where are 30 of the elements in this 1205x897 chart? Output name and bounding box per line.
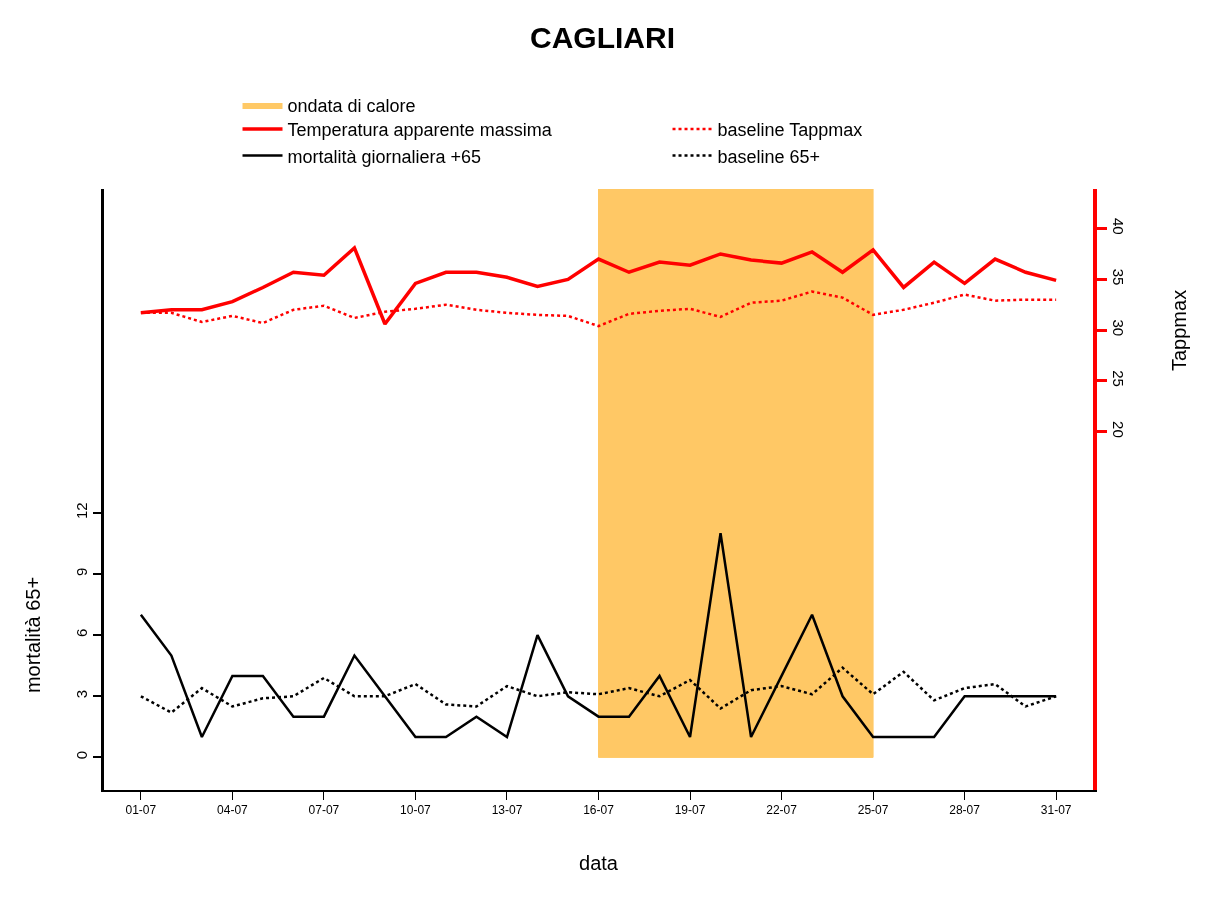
- x-tick-label: 25-07: [857, 803, 889, 818]
- y-axis-title: mortalità 65+: [21, 576, 44, 694]
- legend-label: baseline Tappmax: [717, 120, 863, 141]
- y-tick-label: 6: [73, 628, 91, 638]
- y-tick-label: 3: [73, 689, 91, 699]
- y2-tick-label: 20: [1109, 421, 1127, 438]
- legend-label: mortalità giornaliera +65: [287, 146, 482, 167]
- legend-label: baseline 65+: [717, 146, 821, 167]
- x-tick-label: 16-07: [583, 803, 615, 818]
- x-tick-label: 31-07: [1040, 803, 1072, 818]
- x-axis-title: data: [579, 852, 619, 875]
- x-tick-label: 04-07: [217, 803, 249, 818]
- y2-tick-label: 25: [1109, 370, 1127, 387]
- x-tick-label: 22-07: [766, 803, 798, 818]
- y-tick-label: 9: [73, 567, 91, 576]
- y2-tick-label: 30: [1109, 319, 1127, 337]
- x-tick-label: 13-07: [491, 803, 523, 818]
- y-tick-label: 12: [73, 502, 91, 520]
- y2-axis-title: Tappmax: [1167, 289, 1190, 372]
- x-tick-label: 19-07: [674, 803, 706, 818]
- legend-label: ondata di calore: [287, 96, 416, 117]
- y2-tick-label: 40: [1109, 218, 1127, 235]
- x-tick-label: 01-07: [125, 803, 157, 818]
- y2-tick-label: 35: [1109, 268, 1127, 286]
- x-tick-label: 28-07: [949, 803, 981, 818]
- legend-label: Temperatura apparente massima: [287, 120, 553, 141]
- chart-title: CAGLIARI: [530, 20, 675, 54]
- x-tick-label: 10-07: [400, 803, 432, 818]
- x-tick-label: 07-07: [308, 803, 340, 818]
- y-tick-label: 0: [73, 750, 91, 760]
